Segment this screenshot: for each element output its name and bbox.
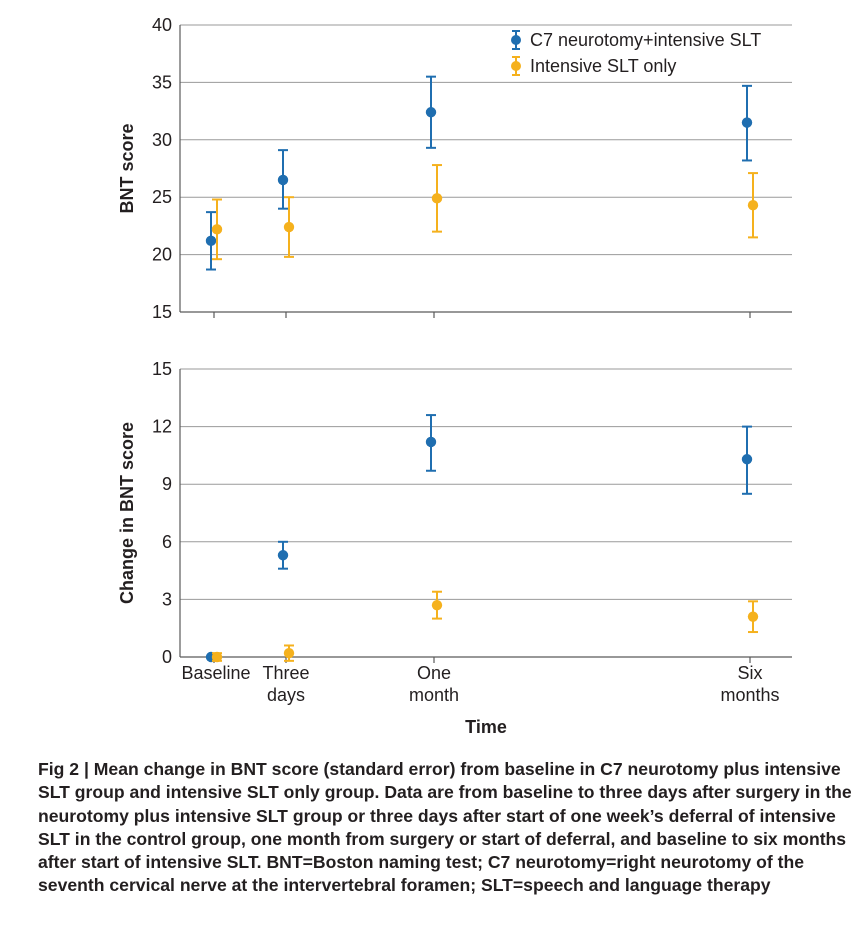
- y-tick-label: 30: [152, 130, 172, 150]
- bnt-score-panel: 15 20 25 30 35 40 BNT score: [117, 15, 792, 322]
- data-point-change-s1: [283, 647, 295, 659]
- x-tick-label: Baseline: [181, 663, 250, 683]
- data-point-bnt-s1: [211, 224, 223, 235]
- y-tick-label: 15: [152, 359, 172, 379]
- y-tick-label: 12: [152, 417, 172, 437]
- data-point-change-s0: [425, 436, 437, 448]
- y-tick-label: 20: [152, 245, 172, 265]
- x-tick-label: days: [267, 685, 305, 705]
- figure-2-chart: 15 20 25 30 35 40 BNT score 0 3 6 9 12 15 Change in …: [117, 15, 792, 737]
- data-point-change-s1: [211, 651, 223, 663]
- data-point-change-s0: [277, 550, 289, 561]
- figure-caption: Fig 2 | Mean change in BNT score (standa…: [38, 759, 852, 896]
- data-point-bnt-s0: [425, 107, 437, 118]
- y-tick-label: 0: [162, 647, 172, 667]
- x-tick-label: month: [409, 685, 459, 705]
- data-point-change-s1: [747, 611, 759, 622]
- legend-label: C7 neurotomy+intensive SLT: [530, 30, 761, 50]
- legend-marker: [511, 61, 521, 71]
- y-tick-label: 6: [162, 532, 172, 552]
- legend-marker: [511, 35, 521, 45]
- y-tick-label: 15: [152, 302, 172, 322]
- legend: C7 neurotomy+intensive SLT Intensive SLT …: [511, 30, 761, 76]
- y-axis-title: BNT score: [117, 123, 137, 213]
- y-axis-title: Change in BNT score: [117, 422, 137, 604]
- data-point-bnt-s1: [283, 221, 295, 233]
- data-point-bnt-s0: [277, 174, 289, 186]
- data-point-change-s1: [431, 599, 443, 611]
- x-tick-label: One: [417, 663, 451, 683]
- x-tick-label: Three: [262, 663, 309, 683]
- x-axis-title: Time: [465, 717, 507, 737]
- x-tick-label: Six: [737, 663, 762, 683]
- change-in-bnt-score-panel: 0 3 6 9 12 15 Change in BNT score Baseline Three…: [117, 359, 792, 737]
- y-tick-label: 3: [162, 589, 172, 609]
- data-point-bnt-s0: [205, 235, 217, 247]
- data-point-bnt-s0: [741, 117, 753, 128]
- y-tick-label: 25: [152, 187, 172, 207]
- y-tick-label: 35: [152, 72, 172, 92]
- x-tick-label: months: [720, 685, 779, 705]
- data-point-change-s0: [741, 454, 753, 465]
- y-tick-label: 40: [152, 15, 172, 35]
- data-point-bnt-s1: [747, 200, 759, 211]
- legend-label: Intensive SLT only: [530, 56, 676, 76]
- y-tick-label: 9: [162, 474, 172, 494]
- data-point-bnt-s1: [431, 193, 443, 204]
